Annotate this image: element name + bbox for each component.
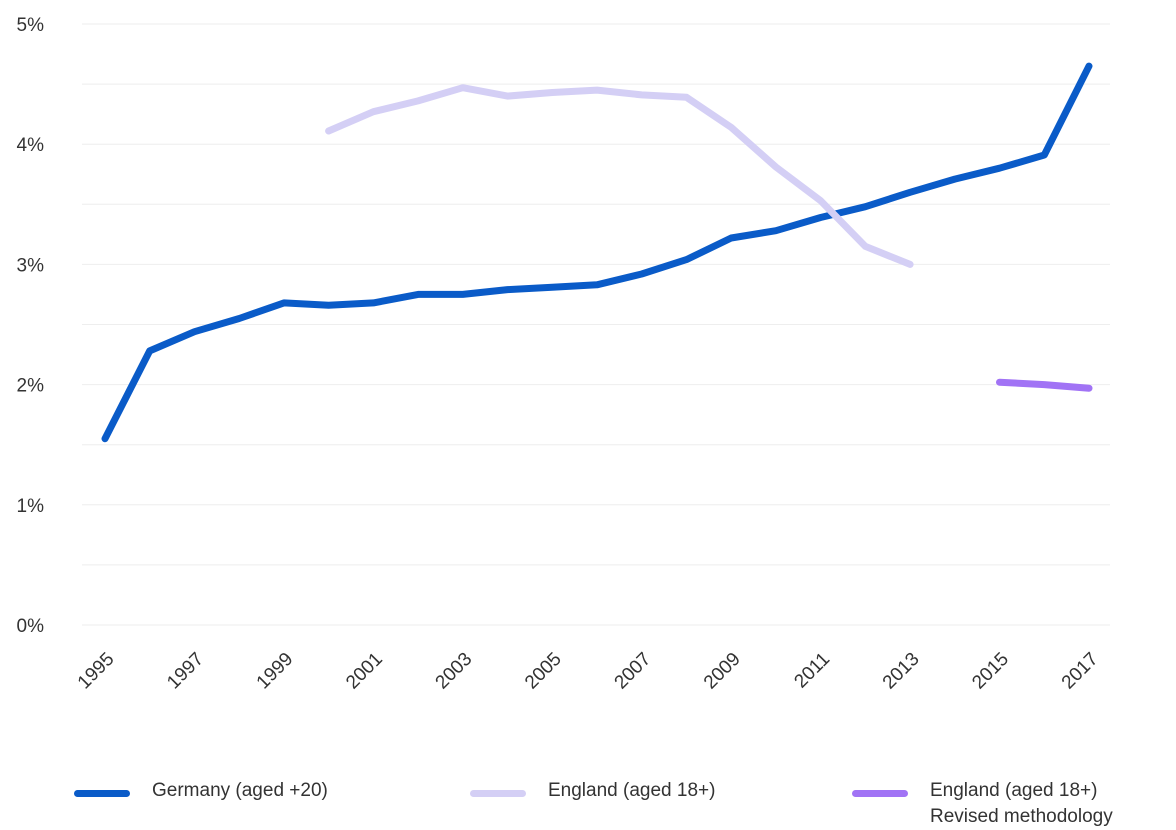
x-tick-label: 1999 (253, 649, 298, 694)
x-tick-label: 2009 (700, 649, 745, 694)
legend-item-england: England (aged 18+) (470, 778, 715, 804)
x-tick-label: 1995 (74, 649, 119, 694)
grid-lines (82, 23, 1110, 626)
y-tick-label: 3% (17, 255, 45, 276)
legend-item-england-revised: England (aged 18+) Revised methodology (852, 778, 1113, 830)
legend-swatch-germany (74, 790, 130, 797)
x-tick-label: 1997 (163, 649, 208, 694)
y-tick-label: 0% (17, 616, 45, 637)
legend-swatch-england (470, 790, 526, 797)
legend-label-england-revised: England (aged 18+) Revised methodology (930, 780, 1113, 827)
legend-item-germany: Germany (aged +20) (74, 778, 328, 804)
y-tick-label: 4% (17, 135, 45, 156)
series-line-2 (996, 378, 1093, 392)
legend-label-germany: Germany (aged +20) (152, 780, 328, 801)
x-tick-label: 2015 (968, 649, 1013, 694)
series-line-0 (101, 62, 1093, 443)
x-axis-ticks: 1995 1997 1999 2001 2003 2005 2007 2009 2011 2013… (74, 649, 1103, 694)
series-lines (101, 62, 1093, 443)
y-tick-label: 1% (17, 496, 45, 517)
x-tick-label: 2001 (342, 649, 387, 694)
legend-label-england: England (aged 18+) (548, 780, 716, 801)
x-tick-label: 2007 (611, 649, 656, 694)
x-tick-label: 2005 (521, 649, 566, 694)
x-tick-label: 2017 (1058, 649, 1103, 694)
x-tick-label: 2011 (790, 649, 834, 693)
x-tick-label: 2003 (432, 649, 477, 694)
y-tick-label: 2% (17, 376, 45, 397)
series-line-1 (325, 84, 914, 268)
y-tick-label: 5% (17, 15, 45, 36)
y-axis-ticks: 0% 1% 2% 3% 4% 5% (17, 15, 45, 637)
x-tick-label: 2013 (879, 649, 924, 694)
line-chart: 0% 1% 2% 3% 4% 5% 1995 1997 1999 2001 2003 2005 200… (17, 15, 1110, 694)
legend-swatch-england-revised (852, 790, 908, 797)
